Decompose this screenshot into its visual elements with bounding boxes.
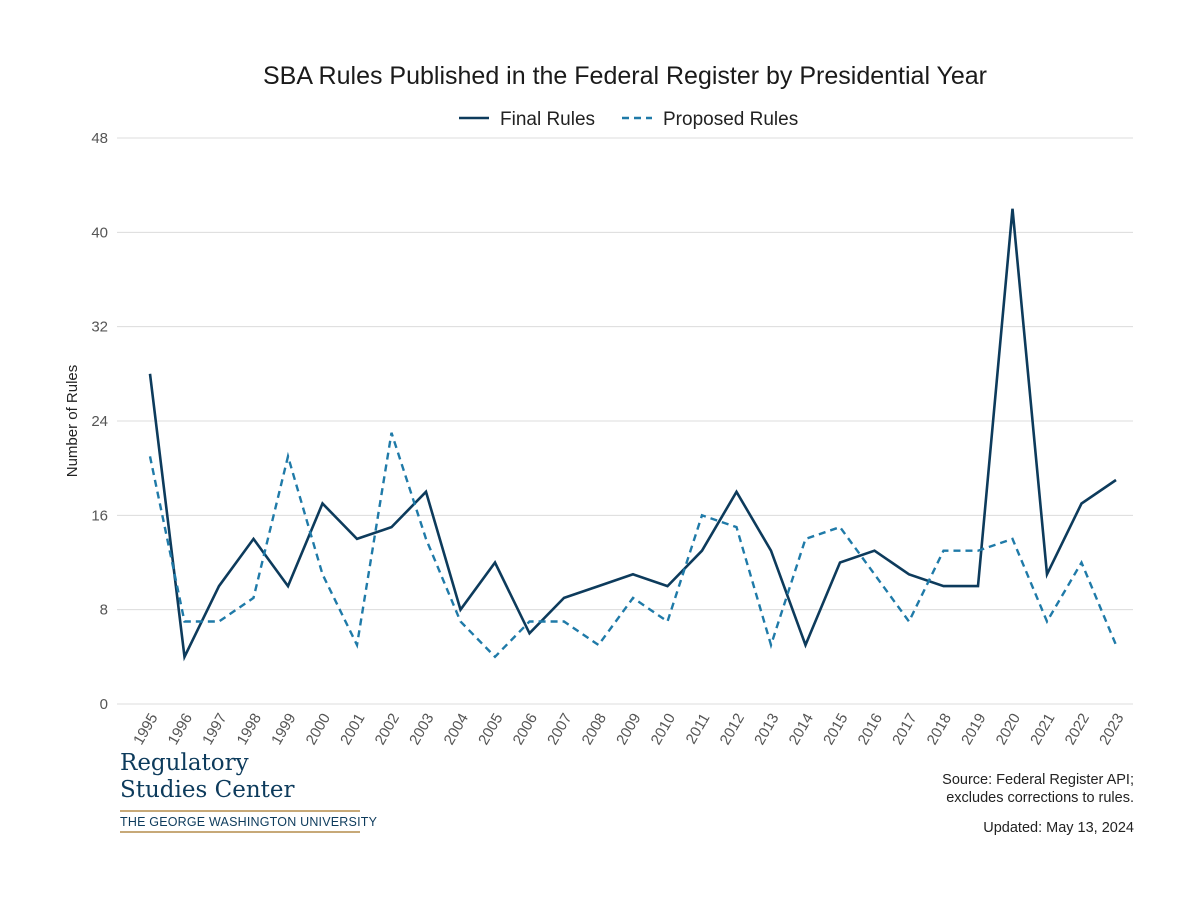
x-tick-label: 2003 [406,711,437,748]
x-tick-label: 2012 [717,711,748,748]
x-tick-label: 2018 [924,711,955,748]
x-tick-label: 2001 [337,711,368,748]
y-axis-ticks: 0 8 16 24 32 40 48 [91,130,108,713]
logo-rule-bottom [120,831,360,833]
x-tick-label: 2013 [751,711,782,748]
x-tick-label: 2022 [1062,711,1093,748]
x-tick-label: 2019 [958,711,989,748]
source-line-2: excludes corrections to rules. [946,790,1134,806]
x-tick-label: 2010 [648,711,679,748]
legend: Final Rules Proposed Rules [459,109,798,130]
chart-title: SBA Rules Published in the Federal Regis… [263,62,987,90]
logo-line-1: Regulatory [120,750,249,776]
x-tick-label: 2008 [579,711,610,748]
y-tick-label: 24 [91,413,108,430]
source-note: Source: Federal Register API; excludes c… [942,771,1134,807]
y-axis-label: Number of Rules [64,365,81,478]
logo-line-2: Studies Center [120,777,295,803]
x-tick-label: 1999 [268,711,299,748]
y-tick-label: 8 [100,602,108,619]
x-tick-label: 2004 [441,711,472,748]
x-tick-label: 2006 [510,711,541,748]
y-tick-label: 48 [91,130,108,147]
series-line-final-rules [148,208,1117,662]
x-axis-ticks: 1995 1996 1997 1998 1999 2000 2001 2002 2003 2004… [130,711,1127,748]
y-tick-label: 0 [100,696,108,713]
x-tick-label: 2017 [889,711,920,748]
series-line-proposed-rules [148,432,1118,659]
x-tick-label: 2002 [372,711,403,748]
x-tick-label: 2009 [613,711,644,748]
updated-date: Updated: May 13, 2024 [983,820,1134,836]
x-tick-label: 2020 [993,711,1024,748]
gridlines [117,137,1133,705]
logo-rule-top [120,810,360,812]
x-tick-label: 2000 [303,711,334,748]
y-tick-label: 16 [91,507,108,524]
x-tick-label: 1995 [130,711,161,748]
x-tick-label: 2014 [786,711,817,748]
x-tick-label: 1996 [165,711,196,748]
y-tick-label: 32 [91,319,108,336]
source-line-1: Source: Federal Register API; [942,772,1134,788]
x-tick-label: 2016 [855,711,886,748]
legend-label: Proposed Rules [663,109,798,130]
x-tick-label: 2021 [1027,711,1058,748]
logo-university: THE GEORGE WASHINGTON UNIVERSITY [120,815,378,829]
x-tick-label: 2007 [544,711,575,748]
y-tick-label: 40 [91,224,108,241]
x-tick-label: 2011 [683,711,714,747]
x-tick-label: 2005 [475,711,506,748]
x-tick-label: 1998 [234,711,265,748]
rsc-logo: Regulatory Studies Center THE GEORGE WAS… [120,750,378,833]
x-tick-label: 2015 [820,711,851,748]
series-group [148,208,1118,662]
legend-label: Final Rules [500,109,595,130]
x-tick-label: 2023 [1096,711,1127,748]
x-tick-label: 1997 [199,711,230,748]
